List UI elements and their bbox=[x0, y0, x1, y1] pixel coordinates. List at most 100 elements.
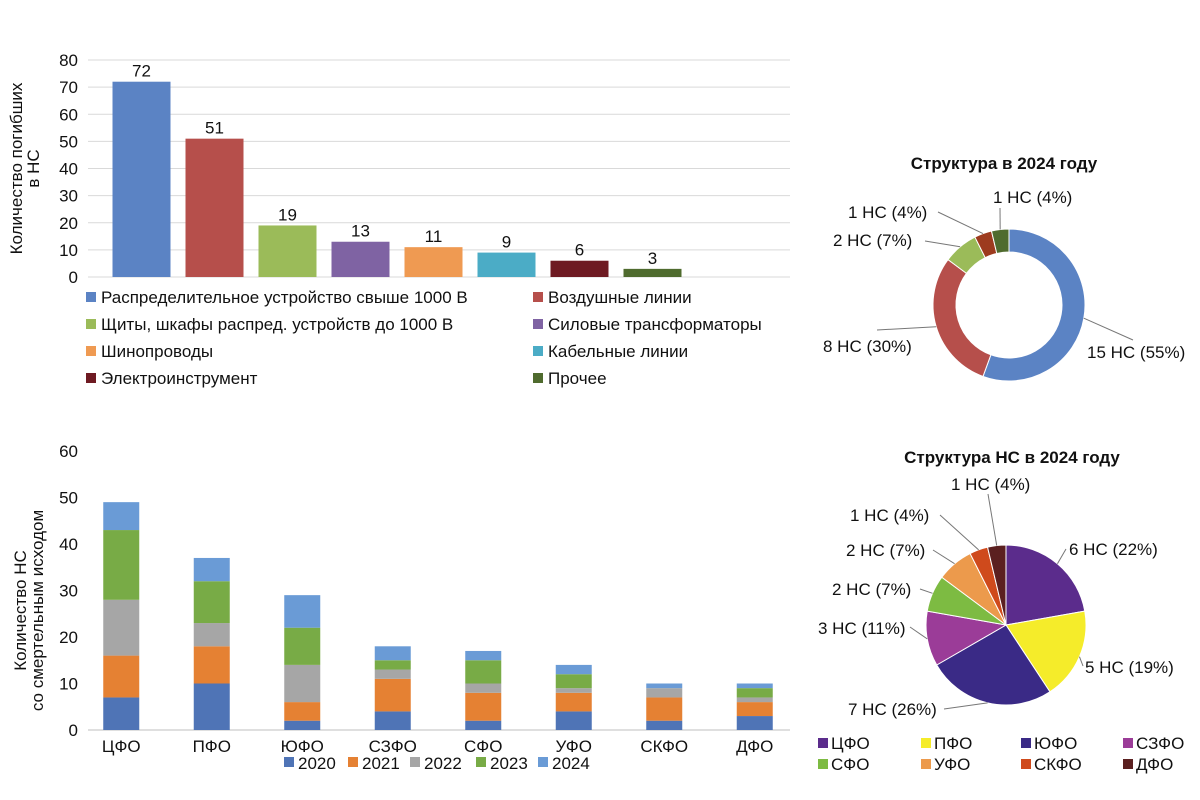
x-tick-label: ЦФО bbox=[102, 737, 141, 756]
y-tick-label: 0 bbox=[69, 268, 78, 287]
bar-segment-2024 bbox=[374, 646, 411, 661]
bar-4 bbox=[331, 241, 390, 277]
y-tick-label: 60 bbox=[59, 442, 78, 461]
legend-swatch bbox=[410, 757, 420, 767]
bar-6 bbox=[477, 252, 536, 277]
legend-label: 2020 bbox=[298, 754, 336, 773]
bar-segment-2020 bbox=[284, 720, 321, 730]
slice-label: 6 НС (22%) bbox=[1069, 540, 1158, 559]
legend-swatch bbox=[921, 759, 931, 769]
data-label: 51 bbox=[205, 119, 224, 138]
bar-1 bbox=[112, 81, 171, 277]
legend-label: ЮФО bbox=[1034, 734, 1077, 753]
bar-segment-2022 bbox=[646, 688, 683, 698]
chart3-group: 0 10 20 30 40 50 60 Количество НСсо смертельным… bbox=[11, 442, 790, 773]
bar-segment-2022 bbox=[465, 683, 502, 693]
bar-segment-2024 bbox=[103, 502, 140, 531]
legend-label: Распределительное устройство свыше 1000 … bbox=[101, 288, 468, 307]
bar-segment-2022 bbox=[374, 669, 411, 679]
bar-segment-2022 bbox=[736, 697, 773, 703]
bar-segment-2020 bbox=[646, 720, 683, 730]
leader-line bbox=[1083, 317, 1134, 341]
bar-segment-2023 bbox=[193, 581, 230, 624]
legend-swatch bbox=[538, 757, 548, 767]
y-tick-label: 40 bbox=[59, 160, 78, 179]
slice-label: 1 НС (4%) bbox=[993, 188, 1072, 207]
x-tick-label: ДФО bbox=[736, 737, 773, 756]
pie-slice-ЦФО bbox=[1005, 544, 1086, 626]
leader-line bbox=[943, 702, 988, 710]
bar-segment-2020 bbox=[193, 683, 230, 730]
y-tick-label: 20 bbox=[59, 214, 78, 233]
y-tick-label: 80 bbox=[59, 51, 78, 70]
bar-8 bbox=[623, 268, 682, 277]
bar-segment-2024 bbox=[193, 557, 230, 582]
donut-slice-5 bbox=[990, 228, 1010, 255]
legend-label: Силовые трансформаторы bbox=[548, 315, 762, 334]
bar-segment-2021 bbox=[646, 697, 683, 721]
legend-label: Кабельные линии bbox=[548, 342, 688, 361]
bar-segment-2022 bbox=[193, 623, 230, 647]
legend-swatch bbox=[818, 759, 828, 769]
leader-line bbox=[924, 240, 961, 248]
legend-swatch bbox=[533, 292, 543, 302]
bar-segment-2023 bbox=[736, 688, 773, 698]
y-tick-label: 40 bbox=[59, 535, 78, 554]
legend-label: 2021 bbox=[362, 754, 400, 773]
legend-label: СЗФО bbox=[1136, 734, 1184, 753]
legend-label: 2022 bbox=[424, 754, 462, 773]
legend-swatch bbox=[1123, 759, 1133, 769]
chart-title: Структура в 2024 году bbox=[911, 154, 1098, 173]
data-label: 9 bbox=[502, 233, 511, 252]
bar-segment-2024 bbox=[465, 650, 502, 661]
x-tick-label: ПФО bbox=[193, 737, 231, 756]
bar-segment-2021 bbox=[284, 702, 321, 721]
bar-segment-2023 bbox=[374, 660, 411, 670]
legend-swatch bbox=[1123, 738, 1133, 748]
legend-swatch bbox=[348, 757, 358, 767]
data-label: 72 bbox=[132, 62, 151, 81]
y-axis-title: Количество НСсо смертельным исходом bbox=[11, 510, 47, 711]
y-tick-label: 20 bbox=[59, 628, 78, 647]
slice-label: 3 НС (11%) bbox=[818, 619, 906, 638]
data-label: 19 bbox=[278, 205, 297, 224]
chart-title: Структура НС в 2024 году bbox=[904, 448, 1120, 467]
leader-line bbox=[987, 493, 998, 546]
legend-label: ДФО bbox=[1136, 755, 1173, 774]
legend-swatch bbox=[533, 373, 543, 383]
y-tick-label: 10 bbox=[59, 241, 78, 260]
slice-label: 1 НС (4%) bbox=[850, 506, 929, 525]
legend-label: Воздушные линии bbox=[548, 288, 692, 307]
slice-label: 2 НС (7%) bbox=[833, 231, 912, 250]
leader-line bbox=[1078, 656, 1084, 667]
y-tick-label: 70 bbox=[59, 78, 78, 97]
bar-7 bbox=[550, 260, 609, 277]
slice-label: 2 НС (7%) bbox=[832, 580, 911, 599]
bar-segment-2020 bbox=[374, 711, 411, 730]
bar-segment-2021 bbox=[193, 646, 230, 684]
pie-slice-ПФО bbox=[1005, 610, 1087, 693]
slice-label: 15 НС (55%) bbox=[1087, 343, 1185, 362]
legend-label: Шинопроводы bbox=[101, 342, 213, 361]
legend-swatch bbox=[818, 738, 828, 748]
data-label: 6 bbox=[575, 241, 584, 260]
legend-swatch bbox=[533, 346, 543, 356]
y-axis-title-line: со смертельным исходом bbox=[28, 510, 47, 711]
slice-label: 1 НС (4%) bbox=[848, 203, 927, 222]
bar-segment-2020 bbox=[555, 711, 592, 730]
leader-line bbox=[937, 211, 984, 235]
chart2-group: Структура в 2024 году 15 НС (55%) 8 НС (30… bbox=[823, 154, 1185, 382]
y-axis-title-line: Количество НС bbox=[11, 550, 30, 671]
legend-swatch bbox=[284, 757, 294, 767]
y-tick-label: 30 bbox=[59, 187, 78, 206]
legend-swatch bbox=[86, 319, 96, 329]
leader-line bbox=[876, 326, 937, 331]
y-axis-title: Количество погибшихв НС bbox=[7, 82, 43, 254]
bar-segment-2023 bbox=[284, 627, 321, 665]
legend-swatch bbox=[533, 319, 543, 329]
legend-swatch bbox=[86, 346, 96, 356]
legend-label: УФО bbox=[934, 755, 970, 774]
bar-segment-2024 bbox=[736, 683, 773, 689]
chart4-group: Структура НС в 2024 году 6 НС (22%) 5 НС (… bbox=[818, 448, 1184, 774]
